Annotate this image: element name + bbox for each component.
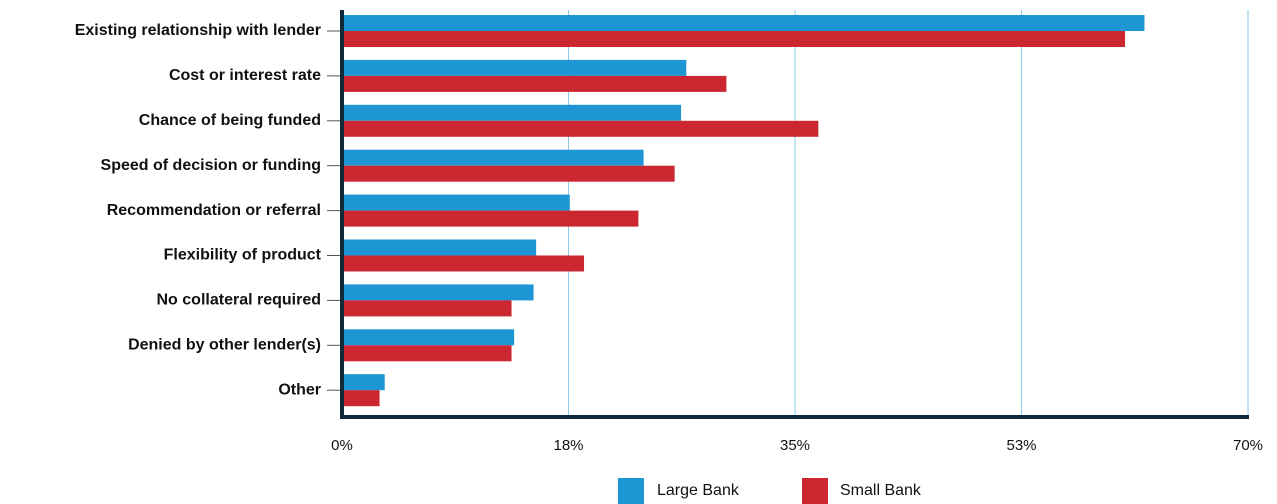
category-labels: Existing relationship with lender Cost or…: [75, 22, 322, 398]
x-axis-tick-labels: 0% 18% 35% 53% 70%: [331, 437, 1263, 454]
legend: Large Bank Small Bank: [618, 478, 922, 504]
bar-small-bank: [342, 165, 675, 182]
bar-small-bank: [342, 345, 512, 362]
x-tick-label: 35%: [780, 437, 810, 454]
bar-small-bank: [342, 210, 639, 227]
bars: [342, 15, 1145, 407]
x-tick-label: 18%: [553, 437, 583, 454]
bar-large-bank: [342, 104, 682, 121]
bar-large-bank: [342, 284, 534, 301]
bar-small-bank: [342, 390, 380, 407]
bar-small-bank: [342, 31, 1126, 47]
y-axis-ticks: [327, 30, 342, 391]
category-label: Existing relationship with lender: [75, 22, 321, 39]
x-tick-label: 53%: [1006, 437, 1036, 454]
legend-label-small-bank: Small Bank: [840, 482, 922, 499]
bar-large-bank: [342, 59, 687, 76]
category-label: Denied by other lender(s): [128, 337, 321, 354]
x-tick-label: 70%: [1233, 437, 1263, 454]
bar-small-bank: [342, 75, 727, 92]
bar-large-bank: [342, 194, 570, 211]
category-label: Other: [278, 381, 321, 398]
bar-large-bank: [342, 239, 537, 256]
legend-label-large-bank: Large Bank: [657, 482, 740, 499]
category-label: Flexibility of product: [164, 247, 322, 264]
category-label: Cost or interest rate: [169, 67, 321, 84]
category-label: Chance of being funded: [139, 112, 321, 129]
category-label: Recommendation or referral: [107, 202, 321, 219]
legend-swatch-large-bank: [618, 478, 644, 504]
bar-small-bank: [342, 300, 512, 317]
bar-large-bank: [342, 329, 515, 346]
bar-small-bank: [342, 255, 585, 272]
bar-large-bank: [342, 15, 1145, 31]
x-tick-label: 0%: [331, 437, 353, 454]
legend-swatch-small-bank: [802, 478, 828, 504]
axes: [340, 10, 1249, 419]
bar-small-bank: [342, 120, 819, 137]
category-label: Speed of decision or funding: [101, 157, 321, 174]
bar-large-bank: [342, 149, 644, 166]
bar-large-bank: [342, 374, 385, 391]
category-label: No collateral required: [157, 292, 322, 309]
